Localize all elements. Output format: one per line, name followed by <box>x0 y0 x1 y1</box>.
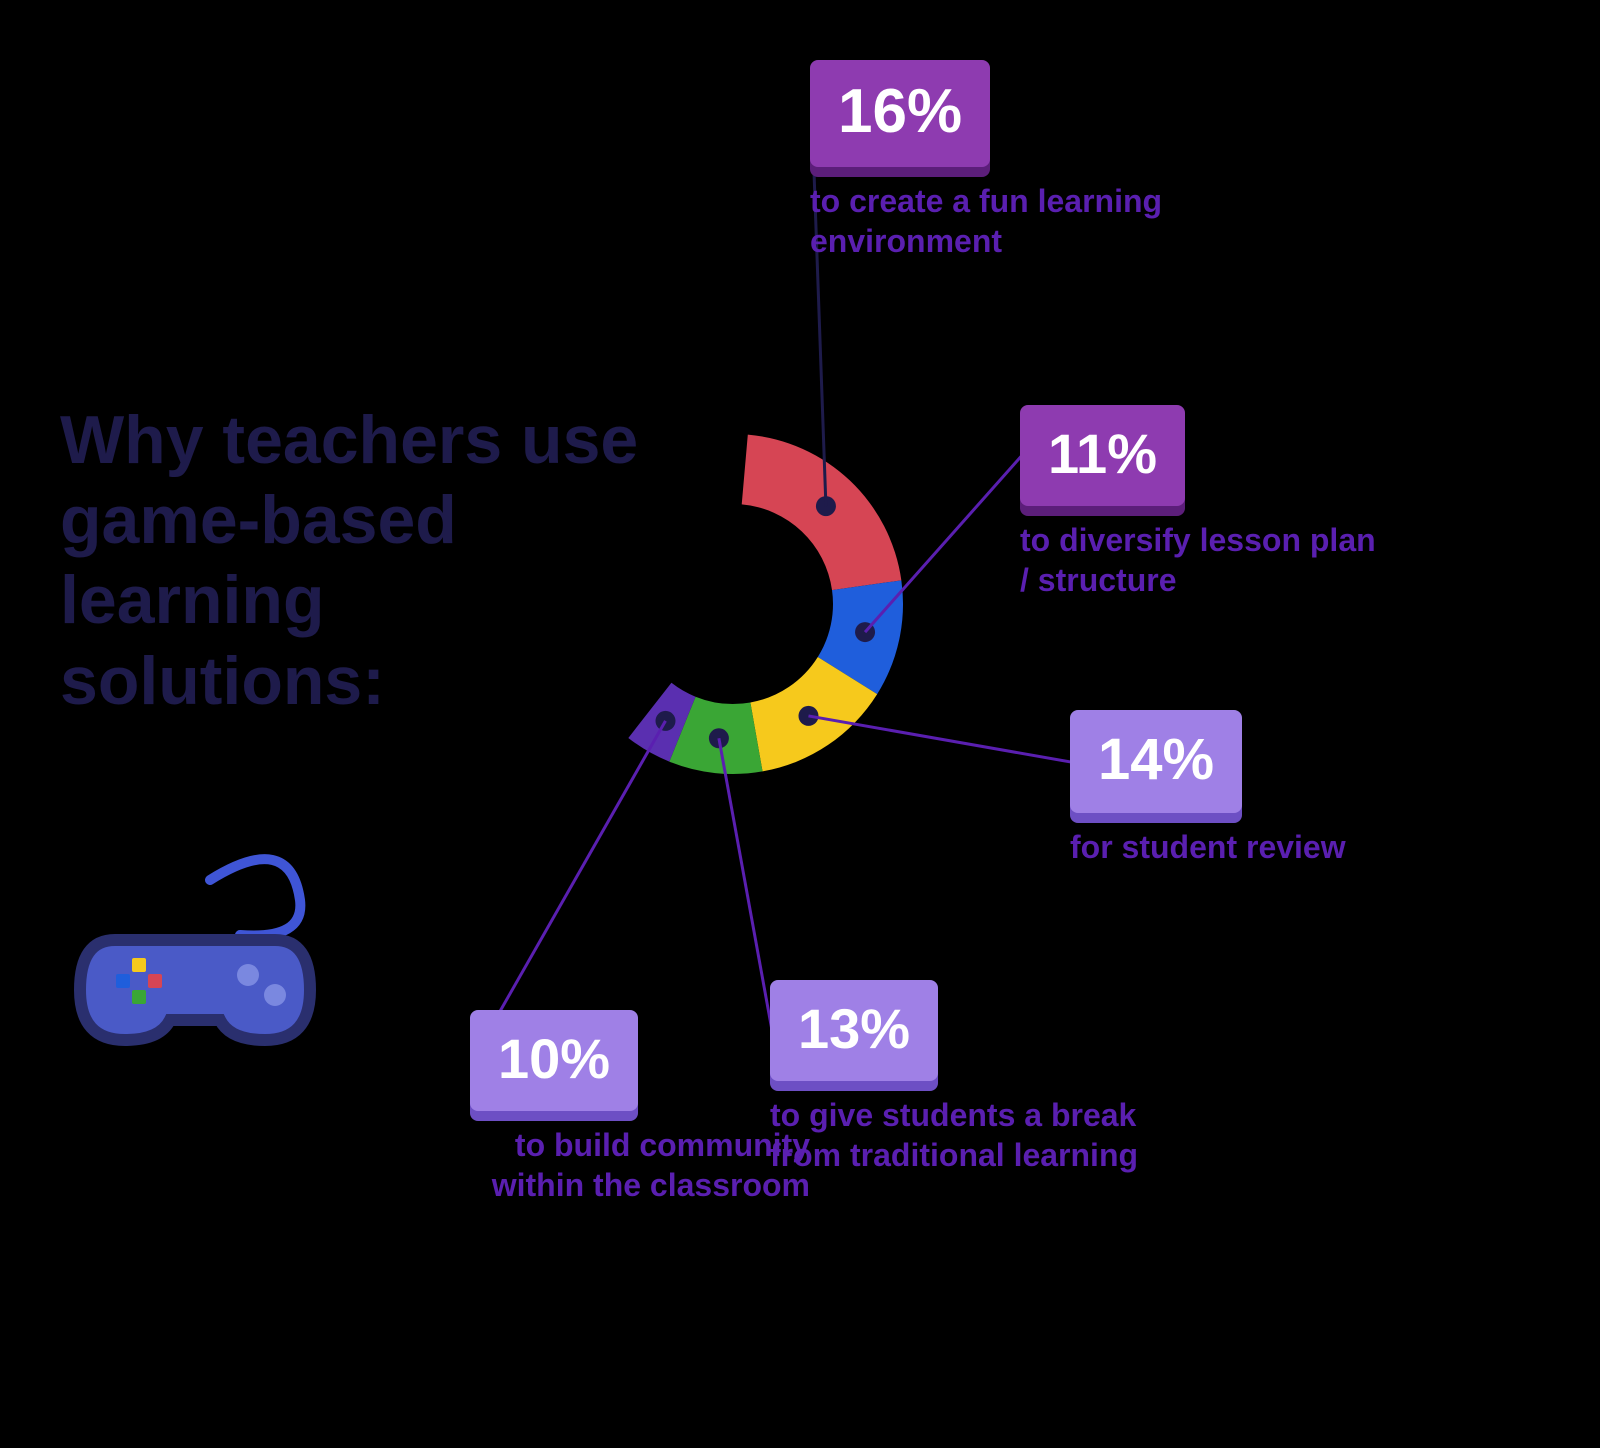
stat-badge-community: 10% <box>470 1010 638 1111</box>
game-controller-icon <box>70 840 330 1065</box>
callout-review: 14% for student review <box>1070 710 1430 867</box>
dpad-down-icon <box>132 990 146 1004</box>
stat-badge-fun: 16% <box>810 60 990 167</box>
leader-line-review <box>808 716 1072 762</box>
dpad-left-icon <box>116 974 130 988</box>
stat-desc-fun: to create a fun learning environment <box>810 181 1190 261</box>
stat-desc-diversify: to diversify lesson plan / structure <box>1020 520 1380 600</box>
stat-badge-diversify: 11% <box>1020 405 1185 506</box>
controller-button-b-icon <box>264 984 286 1006</box>
callout-diversify: 11% to diversify lesson plan / structure <box>1020 405 1380 600</box>
callout-community: 10% to build community within the classro… <box>470 1010 810 1205</box>
stat-desc-break: to give students a break from traditiona… <box>770 1095 1150 1175</box>
stat-desc-community: to build community within the classroom <box>470 1125 810 1205</box>
callout-break: 13%to give students a break from traditi… <box>770 980 1150 1175</box>
leader-line-break <box>719 738 772 1030</box>
dpad-right-icon <box>148 974 162 988</box>
controller-cable <box>210 859 300 935</box>
dpad-up-icon <box>132 958 146 972</box>
controller-button-a-icon <box>237 964 259 986</box>
stat-desc-review: for student review <box>1070 827 1430 867</box>
stat-badge-review: 14% <box>1070 710 1242 813</box>
leader-line-diversify <box>865 455 1022 632</box>
callout-fun: 16% to create a fun learning environment <box>810 60 1190 261</box>
